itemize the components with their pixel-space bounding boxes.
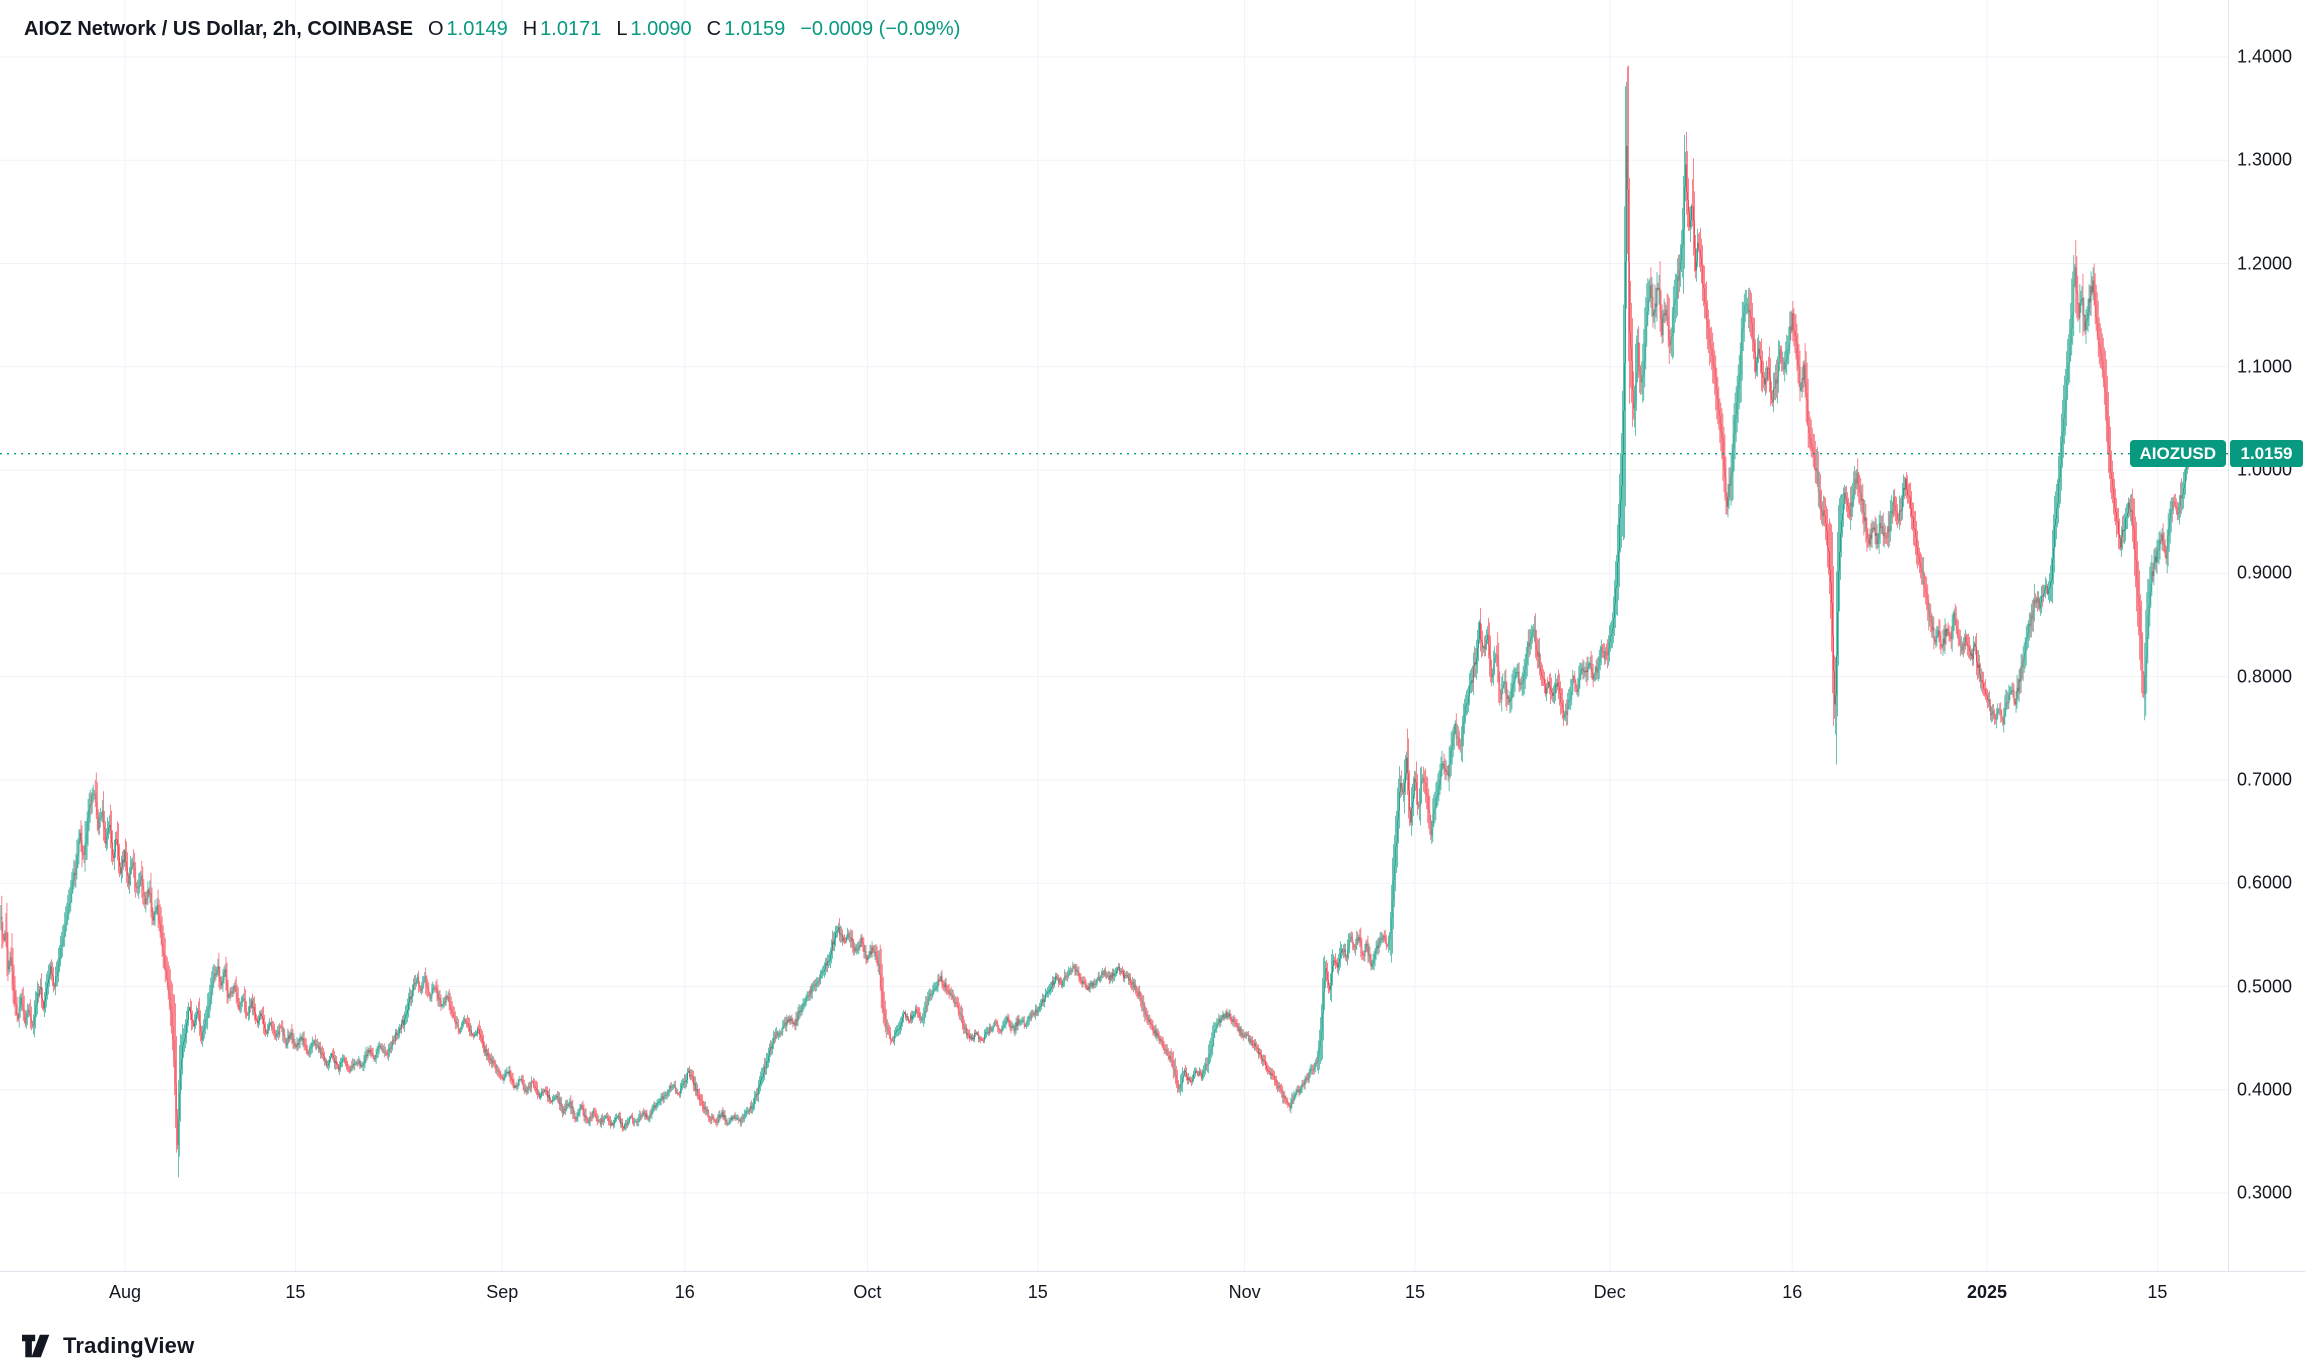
time-tick-label: 15 bbox=[1404, 1282, 1426, 1302]
legend-open-value: 1.0149 bbox=[446, 18, 508, 40]
time-axis[interactable]: Aug 15 Sep 16 Oct 15 Nov 15 Dec 16 2025 15 bbox=[0, 1271, 2228, 1323]
price-tick-label: 1.4000 bbox=[2237, 46, 2293, 67]
legend-symbol[interactable]: AIOZ Network / US Dollar, 2h, COINBASE bbox=[24, 18, 413, 40]
price-line-symbol-badge: AIOZUSD bbox=[2129, 440, 2226, 468]
time-tick-label: Sep bbox=[486, 1282, 519, 1302]
price-badge-symbol: AIOZUSD bbox=[2139, 443, 2217, 463]
legend-close-value: 1.0159 bbox=[724, 18, 786, 40]
grid-lines bbox=[0, 0, 2228, 1271]
price-tick-label: 0.6000 bbox=[2237, 872, 2293, 893]
price-tick-label: 0.3000 bbox=[2237, 1182, 2293, 1203]
legend-open-label: O bbox=[427, 18, 444, 40]
price-axis[interactable]: 1.4000 1.3000 1.2000 1.1000 1.0000 0.9000 0.80… bbox=[2228, 0, 2305, 1271]
legend-change: −0.0009 (−0.09%) bbox=[800, 18, 961, 40]
time-tick-label: Nov bbox=[1228, 1282, 1261, 1302]
time-tick-label: 15 bbox=[2147, 1282, 2168, 1302]
legend-high-label: H bbox=[522, 18, 538, 40]
candle-wicks-up bbox=[0, 81, 2191, 1178]
legend-low: L 1.0090 bbox=[616, 16, 691, 42]
tradingview-wordmark: TradingView bbox=[63, 1333, 195, 1358]
time-tick-label: 16 bbox=[1782, 1282, 1803, 1302]
price-tick-label: 0.4000 bbox=[2237, 1079, 2293, 1100]
price-tick-label: 0.5000 bbox=[2237, 976, 2293, 996]
legend-high-value: 1.0171 bbox=[540, 18, 602, 40]
legend: AIOZ Network / US Dollar, 2h, COINBASE O… bbox=[24, 16, 960, 42]
axis-last-price-tag: 1.0159 bbox=[2230, 440, 2303, 468]
price-tick-label: 0.9000 bbox=[2237, 562, 2293, 583]
price-tick-label: 1.2000 bbox=[2237, 253, 2293, 273]
price-tick-label: 1.1000 bbox=[2237, 356, 2293, 377]
candles bbox=[0, 65, 2194, 1178]
legend-low-value: 1.0090 bbox=[630, 18, 692, 40]
candle-bodies-down bbox=[1, 146, 2194, 1146]
candle-bodies-up bbox=[0, 146, 2191, 1146]
time-tick-label: Aug bbox=[108, 1282, 142, 1302]
legend-close: C 1.0159 bbox=[707, 16, 786, 42]
time-tick-label: 16 bbox=[674, 1282, 695, 1302]
candle-wicks-down bbox=[1, 65, 2194, 1153]
price-tick-label: 0.8000 bbox=[2237, 666, 2293, 687]
time-tick-label: 15 bbox=[285, 1282, 306, 1302]
tradingview-mark-icon bbox=[22, 1334, 50, 1358]
legend-low-label: L bbox=[616, 18, 628, 40]
legend-high: H 1.0171 bbox=[523, 16, 602, 42]
price-tick-label: 0.7000 bbox=[2237, 769, 2293, 790]
price-tick-label: 1.3000 bbox=[2237, 149, 2293, 170]
time-tick-label: 2025 bbox=[1966, 1282, 2008, 1302]
time-tick-label: 15 bbox=[1027, 1282, 1048, 1302]
legend-open: O 1.0149 bbox=[428, 16, 508, 42]
time-tick-label: Dec bbox=[1593, 1282, 1626, 1302]
tradingview-logo[interactable]: TradingView bbox=[22, 1333, 194, 1359]
time-tick-label: Oct bbox=[853, 1282, 882, 1302]
legend-close-label: C bbox=[706, 18, 722, 40]
